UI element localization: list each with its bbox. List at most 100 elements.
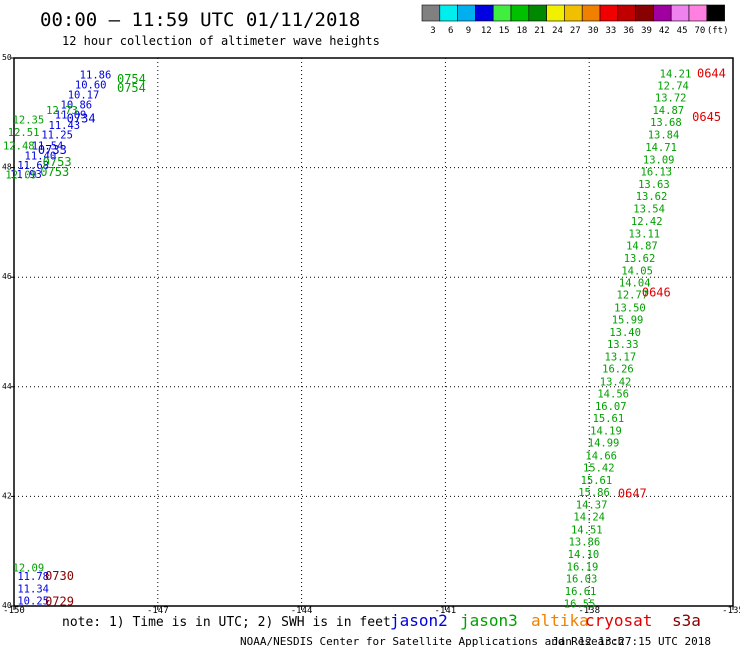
colorbar-label: 21 [534,26,545,36]
wave-height-label: 16.03 [566,574,598,586]
wave-height-label: 13.63 [638,179,670,191]
colorbar-swatch [421,4,441,22]
y-tick-label: 48 [2,163,12,172]
colorbar-swatch [475,4,494,22]
wave-height-label: 13.68 [650,117,682,129]
note-text: note: 1) Time is in UTC; 2) SWH is in fe… [62,615,391,630]
time-label: 0753 [40,165,69,179]
colorbar-label: 70 [694,26,705,36]
wave-height-label: 11.93 [10,169,42,181]
wave-height-label: 13.33 [607,339,639,351]
colorbar-swatch [635,4,654,22]
wave-height-label: 11.54 [32,141,64,153]
wave-height-label: 15.61 [581,475,613,487]
wave-height-label: 10.60 [75,79,107,91]
wave-height-label: 14.56 [597,388,629,400]
wave-height-label: 11.43 [49,120,81,132]
wave-height-label: 14.71 [645,142,677,154]
wave-height-label: 16.26 [602,364,634,376]
wave-height-label: 11.40 [25,151,57,163]
wave-height-label: 14.24 [573,512,605,524]
time-label: 0754 [117,72,146,86]
wave-height-label: 14.87 [652,105,684,117]
y-tick-label: 40 [2,601,12,610]
colorbar-swatch [492,4,512,22]
y-tick-label: 44 [2,382,12,391]
colorbar-swatch [688,4,708,22]
x-tick-label: -141 [435,606,457,616]
colorbar-label: 24 [552,26,563,36]
wave-height-label: 13.40 [609,327,641,339]
time-label: 0754 [117,81,146,95]
colorbar-label: 6 [448,26,453,36]
colorbar-label: 9 [466,26,471,36]
wave-height-label: 14.10 [568,549,600,561]
colorbar-swatch [599,4,619,22]
plot-frame [13,57,734,607]
wave-height-label: 14.05 [621,266,653,278]
wave-height-label: 11.25 [41,130,73,142]
wave-height-label: 14.19 [590,426,622,438]
time-label: 0646 [642,286,671,300]
time-label: 0647 [618,487,647,501]
wave-height-label: 15.86 [578,487,610,499]
x-tick-label: -144 [291,606,313,616]
wave-height-label: 11.86 [80,69,112,81]
wave-height-label: 16.13 [641,166,673,178]
wave-height-label: 15.42 [583,462,615,474]
wave-height-label: 13.72 [655,92,687,104]
y-axis-ticks: 40 42 44 46 48 50 [2,53,14,610]
colorbar: 3 6 9 12 15 18 21 24 27 30 33 36 39 42 45 70 (ft) [421,4,729,36]
y-tick-label: 50 [2,53,12,62]
colorbar-label: (ft) [707,26,729,36]
wave-height-label: 14.51 [571,524,603,536]
wave-height-label: 13.11 [629,228,661,240]
wave-height-label: 12.51 [8,127,40,139]
y-tick-label: 46 [2,272,12,281]
wave-height-label: 14.21 [660,68,692,80]
wave-height-label: 14.87 [626,240,658,252]
colorbar-label: 3 [430,26,435,36]
chart-title: 00:00 – 11:59 UTC 01/11/2018 [40,9,360,31]
time-label: 0733 [38,143,67,157]
wave-height-label: 13.62 [624,253,656,265]
y-tick-label: 42 [2,491,12,500]
colorbar-swatch [581,4,601,22]
time-label: 0645 [692,110,721,124]
wave-height-label: 14.37 [576,500,608,512]
wave-height-label: 11.09 [55,109,87,121]
time-label: 0644 [697,66,726,80]
wave-height-label: 16.07 [595,401,627,413]
colorbar-label: 45 [677,26,688,36]
x-tick-label: -150 [3,606,25,616]
colorbar-swatch [528,4,547,22]
wave-height-label: 11.78 [17,571,49,583]
wave-height-label: 10.86 [61,100,93,112]
grid [14,58,733,606]
wave-height-label: 14.66 [585,450,617,462]
credit-text: NOAA/NESDIS Center for Satellite Applica… [240,635,624,648]
wave-height-label: 10.25 [17,596,49,608]
wave-height-label: 13.17 [605,352,637,364]
wave-height-label: 16.19 [567,562,599,574]
satellite-legend-cryosat: cryosat [585,611,652,630]
satellite-legend-jason2: jason2 [390,611,448,630]
wave-height-label: 12.74 [657,80,689,92]
wave-height-label: 11.68 [17,160,49,172]
colorbar-swatch [457,4,476,22]
colorbar-label: 36 [623,26,634,36]
colorbar-swatch [653,4,672,22]
wave-height-label: 11.34 [17,583,49,595]
satellite-legend-s3a: s3a [672,611,701,630]
wave-height-label: 15.61 [593,413,625,425]
data-marks: 14.2112.7413.7214.8713.6813.8414.7113.09… [3,66,726,610]
wave-height-label: 15.99 [612,314,644,326]
colorbar-label: 27 [570,26,581,36]
wave-height-label: 14.99 [588,438,620,450]
wave-height-label: 13.84 [648,130,680,142]
wave-height-label: 10.17 [68,90,100,102]
colorbar-swatch [670,4,690,22]
